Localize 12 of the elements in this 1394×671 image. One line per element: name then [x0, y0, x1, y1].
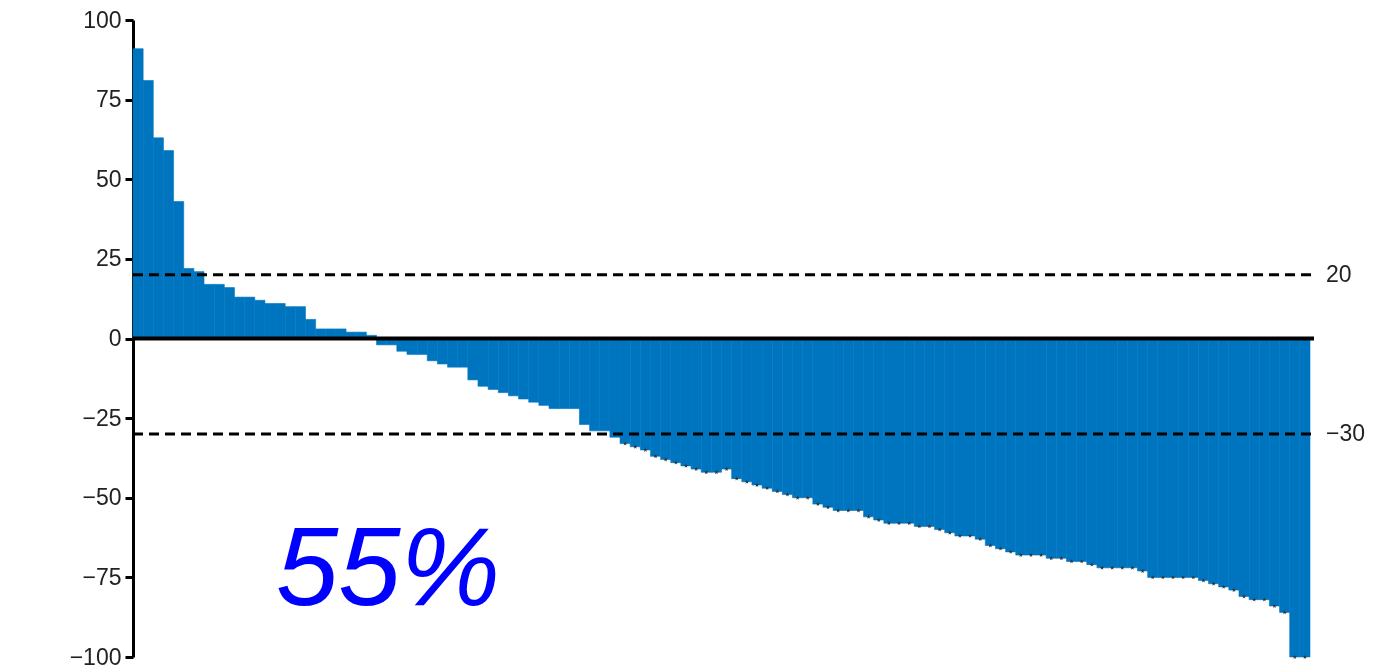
y-tick-label: 0 [108, 325, 122, 351]
y-tick-label: 75 [95, 86, 122, 113]
y-tick-label: 50 [95, 165, 122, 192]
y-tick-label: −25 [82, 404, 122, 431]
y-tick-label: −75 [82, 563, 122, 590]
annotation: 55% [275, 504, 501, 629]
y-tick-label: 100 [83, 6, 122, 33]
ref-line-label: 20 [1326, 260, 1352, 287]
y-tick-label: −100 [69, 643, 122, 670]
ref-line-label: −30 [1326, 420, 1366, 447]
y-tick-label: −50 [82, 484, 122, 511]
y-tick-label: 25 [95, 245, 122, 272]
